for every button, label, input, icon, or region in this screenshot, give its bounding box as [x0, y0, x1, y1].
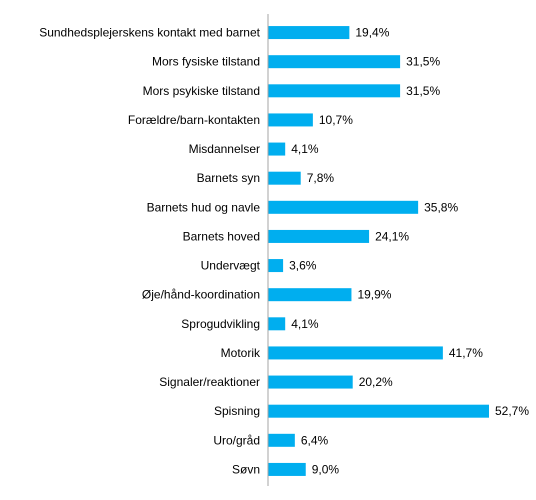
value-labels-group: 19,4% 31,5% 31,5% 10,7% 4,1% 7,8% 35,8% 24,1% 3,… — [289, 26, 529, 477]
bar-15 — [268, 462, 306, 476]
category-labels-group: Sundhedsplejerskens kontakt med barnet Mo… — [39, 26, 261, 477]
category-label: Sprogudvikling — [181, 317, 260, 331]
value-label: 7,8% — [307, 171, 335, 185]
value-label: 9,0% — [312, 462, 340, 476]
value-label: 19,9% — [357, 288, 391, 302]
category-label: Søvn — [232, 462, 260, 476]
value-label: 4,1% — [291, 142, 319, 156]
category-label: Barnets syn — [197, 171, 260, 185]
bar-7 — [268, 229, 370, 243]
value-label: 3,6% — [289, 259, 317, 273]
value-label: 41,7% — [449, 346, 483, 360]
value-label: 4,1% — [291, 317, 319, 331]
category-label: Sundhedsplejerskens kontakt med barnet — [39, 26, 260, 40]
category-label: Spisning — [214, 404, 260, 418]
category-label: Forældre/barn-kontakten — [128, 113, 260, 127]
bars-group — [268, 26, 489, 476]
category-label: Barnets hud og navle — [147, 200, 261, 214]
value-label: 31,5% — [406, 84, 440, 98]
bar-3 — [268, 113, 313, 127]
value-label: 35,8% — [424, 200, 458, 214]
bar-14 — [268, 433, 295, 447]
bar-6 — [268, 200, 419, 214]
value-label: 19,4% — [355, 26, 389, 40]
bar-11 — [268, 346, 443, 360]
value-label: 52,7% — [495, 404, 529, 418]
category-label: Motorik — [221, 346, 261, 360]
value-label: 20,2% — [359, 375, 393, 389]
bar-9 — [268, 288, 352, 302]
value-label: 10,7% — [319, 113, 353, 127]
bar-12 — [268, 375, 353, 389]
bar-8 — [268, 259, 284, 273]
bar-4 — [268, 142, 286, 156]
value-label: 24,1% — [375, 229, 409, 243]
category-label: Misdannelser — [189, 142, 260, 156]
category-label: Øje/hånd-koordination — [142, 288, 260, 302]
category-label: Barnets hoved — [183, 229, 260, 243]
bar-5 — [268, 171, 301, 185]
bar-0 — [268, 26, 350, 40]
bar-1 — [268, 55, 401, 69]
bar-2 — [268, 84, 401, 98]
category-label: Uro/gråd — [213, 433, 260, 447]
category-label: Mors psykiske tilstand — [143, 84, 260, 98]
value-label: 31,5% — [406, 55, 440, 69]
category-label: Undervægt — [201, 259, 261, 273]
value-label: 6,4% — [301, 433, 329, 447]
bar-13 — [268, 404, 489, 418]
category-label: Signaler/reaktioner — [159, 375, 260, 389]
bar-10 — [268, 317, 286, 331]
category-label: Mors fysiske tilstand — [152, 55, 260, 69]
